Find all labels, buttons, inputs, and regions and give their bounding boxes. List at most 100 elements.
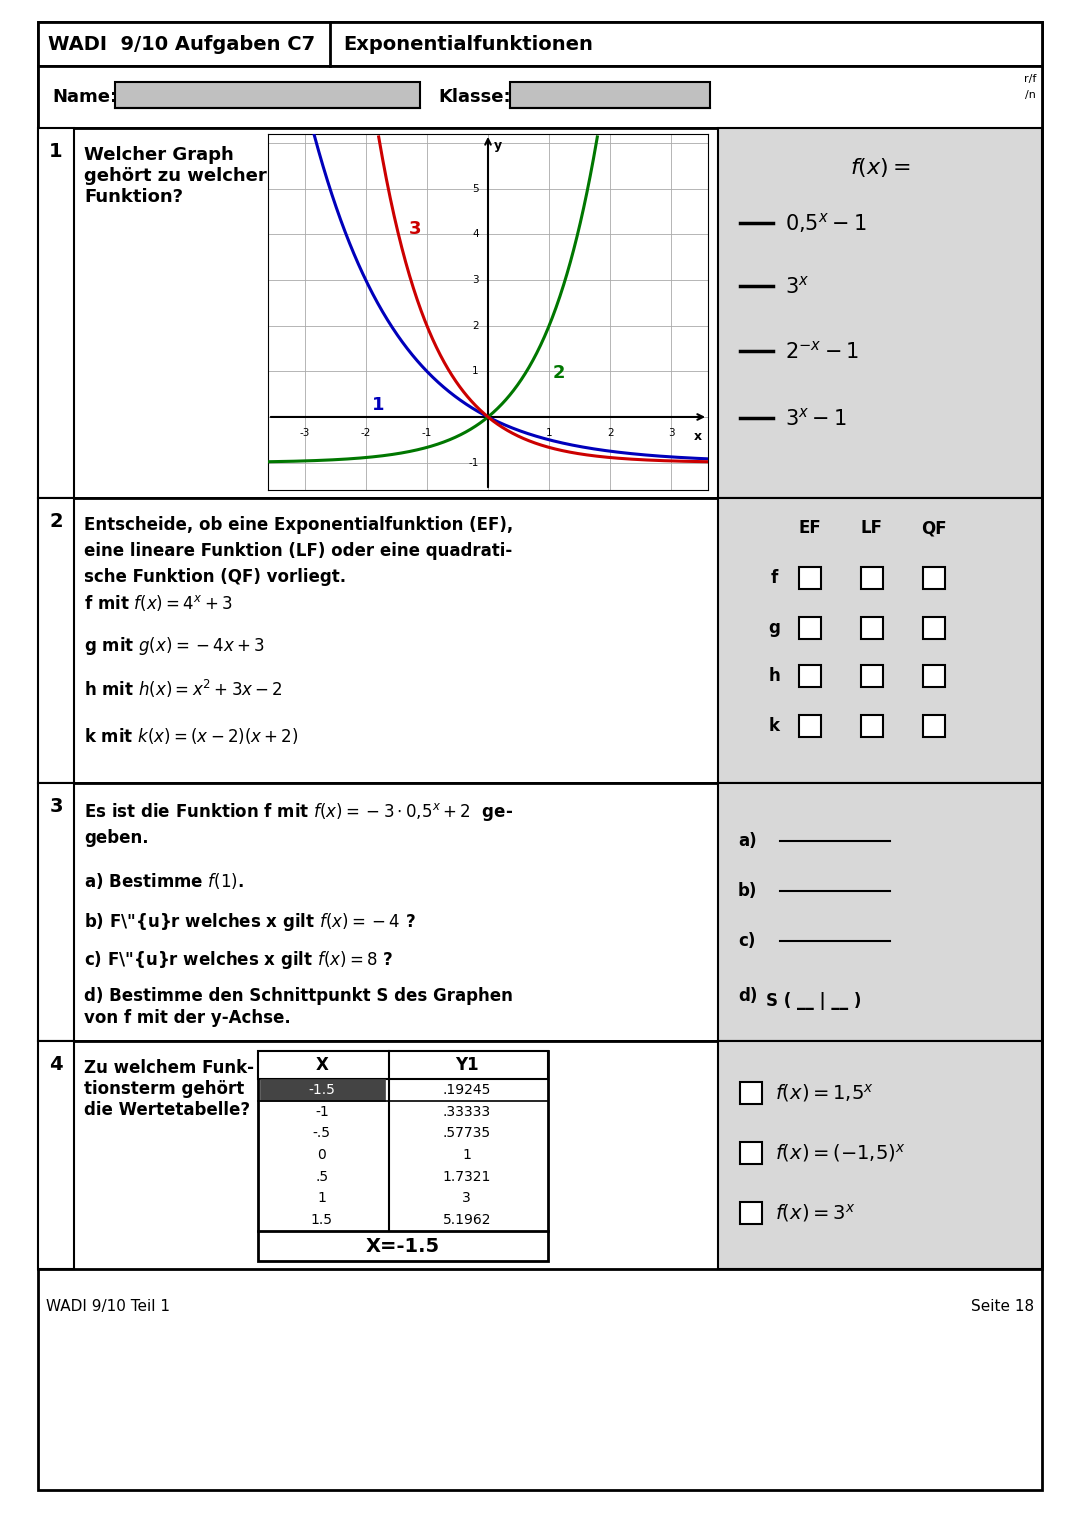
Bar [861, 665, 883, 687]
Bar [258, 1050, 548, 1261]
Text: -1: -1 [315, 1104, 328, 1119]
Text: $0{,}5^x - 1$: $0{,}5^x - 1$ [785, 211, 866, 235]
Text: Klasse:: Klasse: [438, 89, 511, 106]
Text: 4: 4 [472, 229, 478, 240]
Bar [923, 567, 945, 589]
Text: x: x [693, 430, 702, 443]
Text: -1: -1 [421, 428, 432, 439]
Text: 1.5: 1.5 [311, 1212, 333, 1228]
Bar [38, 783, 1042, 1041]
Bar [114, 83, 420, 109]
Bar [38, 21, 1042, 66]
Bar [38, 1041, 1042, 1269]
Bar [740, 1142, 762, 1164]
Text: -1: -1 [469, 457, 478, 468]
Text: Exponentialfunktionen: Exponentialfunktionen [343, 35, 593, 54]
Text: .5: .5 [315, 1170, 328, 1183]
Text: 3: 3 [50, 797, 63, 816]
Text: a) Bestimme $f(1)$.: a) Bestimme $f(1)$. [84, 872, 244, 891]
Text: c): c) [738, 933, 755, 950]
Text: $f(x) = (-1{,}5)^x$: $f(x) = (-1{,}5)^x$ [775, 1142, 905, 1164]
Bar [718, 1041, 1042, 1269]
Text: 2: 2 [552, 364, 565, 382]
Text: Es ist die Funktion f mit $f(x) = -3 \cdot 0{,}5^x + 2$  ge-: Es ist die Funktion f mit $f(x) = -3 \cd… [84, 801, 513, 823]
Text: b) F\"{u}r welches x gilt $f(x) = -4$ ?: b) F\"{u}r welches x gilt $f(x) = -4$ ? [84, 911, 416, 933]
Text: .19245: .19245 [443, 1083, 491, 1096]
Text: h: h [768, 667, 780, 685]
Text: 1.7321: 1.7321 [443, 1170, 491, 1183]
Text: /n: /n [1025, 90, 1036, 99]
Bar [861, 716, 883, 737]
Text: Name:: Name: [52, 89, 117, 106]
Text: 1: 1 [50, 142, 63, 161]
Bar [38, 1041, 75, 1269]
Bar [799, 567, 821, 589]
Text: k: k [769, 717, 780, 735]
Text: geben.: geben. [84, 829, 149, 847]
Text: c) F\"{u}r welches x gilt $f(x) = 8$ ?: c) F\"{u}r welches x gilt $f(x) = 8$ ? [84, 950, 393, 971]
Text: EF: EF [798, 518, 822, 537]
Bar [258, 1050, 548, 1079]
Bar [38, 498, 75, 783]
Text: Zu welchem Funk-
tionsterm gehört
die Wertetabelle?: Zu welchem Funk- tionsterm gehört die We… [84, 1060, 254, 1119]
Text: Welcher Graph
gehört zu welcher
Funktion?: Welcher Graph gehört zu welcher Funktion… [84, 145, 267, 205]
Bar [799, 618, 821, 639]
Text: 1: 1 [318, 1191, 326, 1205]
Text: g: g [768, 619, 780, 638]
Text: b): b) [738, 882, 757, 901]
Text: 5.1962: 5.1962 [443, 1212, 491, 1228]
Text: LF: LF [861, 518, 883, 537]
Bar [718, 783, 1042, 1041]
Text: 5: 5 [472, 183, 478, 194]
Bar [38, 66, 1042, 128]
Text: QF: QF [921, 518, 947, 537]
Text: -1.5: -1.5 [309, 1083, 335, 1096]
Text: .33333: .33333 [443, 1104, 491, 1119]
Text: 3: 3 [462, 1191, 471, 1205]
Text: Entscheide, ob eine Exponentialfunktion (EF),: Entscheide, ob eine Exponentialfunktion … [84, 515, 513, 534]
Bar [38, 128, 75, 498]
Text: $f(x) =$: $f(x) =$ [850, 156, 910, 179]
Bar [38, 128, 1042, 498]
Text: k mit $k(x) = (x - 2)(x + 2)$: k mit $k(x) = (x - 2)(x + 2)$ [84, 726, 299, 746]
Text: -.5: -.5 [313, 1127, 330, 1141]
Bar [861, 567, 883, 589]
Text: WADI  9/10 Aufgaben C7: WADI 9/10 Aufgaben C7 [48, 35, 315, 54]
Text: g mit $g(x) = -4x + 3$: g mit $g(x) = -4x + 3$ [84, 635, 265, 657]
Bar [718, 128, 1042, 498]
Text: 4: 4 [50, 1055, 63, 1073]
Text: a): a) [738, 832, 757, 850]
Text: sche Funktion (QF) vorliegt.: sche Funktion (QF) vorliegt. [84, 567, 346, 586]
Text: y: y [495, 139, 502, 151]
Text: d): d) [738, 988, 757, 1005]
Bar [799, 716, 821, 737]
Text: $3^x$: $3^x$ [785, 275, 809, 297]
Text: 2: 2 [50, 512, 63, 531]
Text: X: X [315, 1057, 328, 1073]
Text: X=-1.5: X=-1.5 [366, 1237, 440, 1255]
Text: 2: 2 [607, 428, 613, 439]
Bar [861, 618, 883, 639]
Bar [740, 1083, 762, 1104]
Text: 3: 3 [669, 428, 675, 439]
Text: 1: 1 [472, 367, 478, 376]
Text: $f(x) = 3^x$: $f(x) = 3^x$ [775, 1202, 855, 1225]
Text: $2^{-x} - 1$: $2^{-x} - 1$ [785, 339, 859, 362]
Text: r/f: r/f [1024, 73, 1036, 84]
Bar [923, 665, 945, 687]
Text: Seite 18: Seite 18 [971, 1300, 1034, 1313]
Text: 1: 1 [545, 428, 553, 439]
Bar [38, 783, 75, 1041]
Bar [799, 665, 821, 687]
Text: 2: 2 [472, 321, 478, 330]
Text: 1: 1 [462, 1148, 471, 1162]
Text: S ( __ | __ ): S ( __ | __ ) [766, 992, 862, 1011]
Bar [923, 618, 945, 639]
Text: 3: 3 [472, 275, 478, 284]
Text: .57735: .57735 [443, 1127, 491, 1141]
Text: eine lineare Funktion (LF) oder eine quadrati-: eine lineare Funktion (LF) oder eine qua… [84, 541, 512, 560]
Text: f mit $f(x) = 4^x + 3$: f mit $f(x) = 4^x + 3$ [84, 593, 232, 613]
Text: d) Bestimme den Schnittpunkt S des Graphen: d) Bestimme den Schnittpunkt S des Graph… [84, 988, 513, 1005]
Text: von f mit der y-Achse.: von f mit der y-Achse. [84, 1009, 291, 1027]
Bar [718, 498, 1042, 783]
